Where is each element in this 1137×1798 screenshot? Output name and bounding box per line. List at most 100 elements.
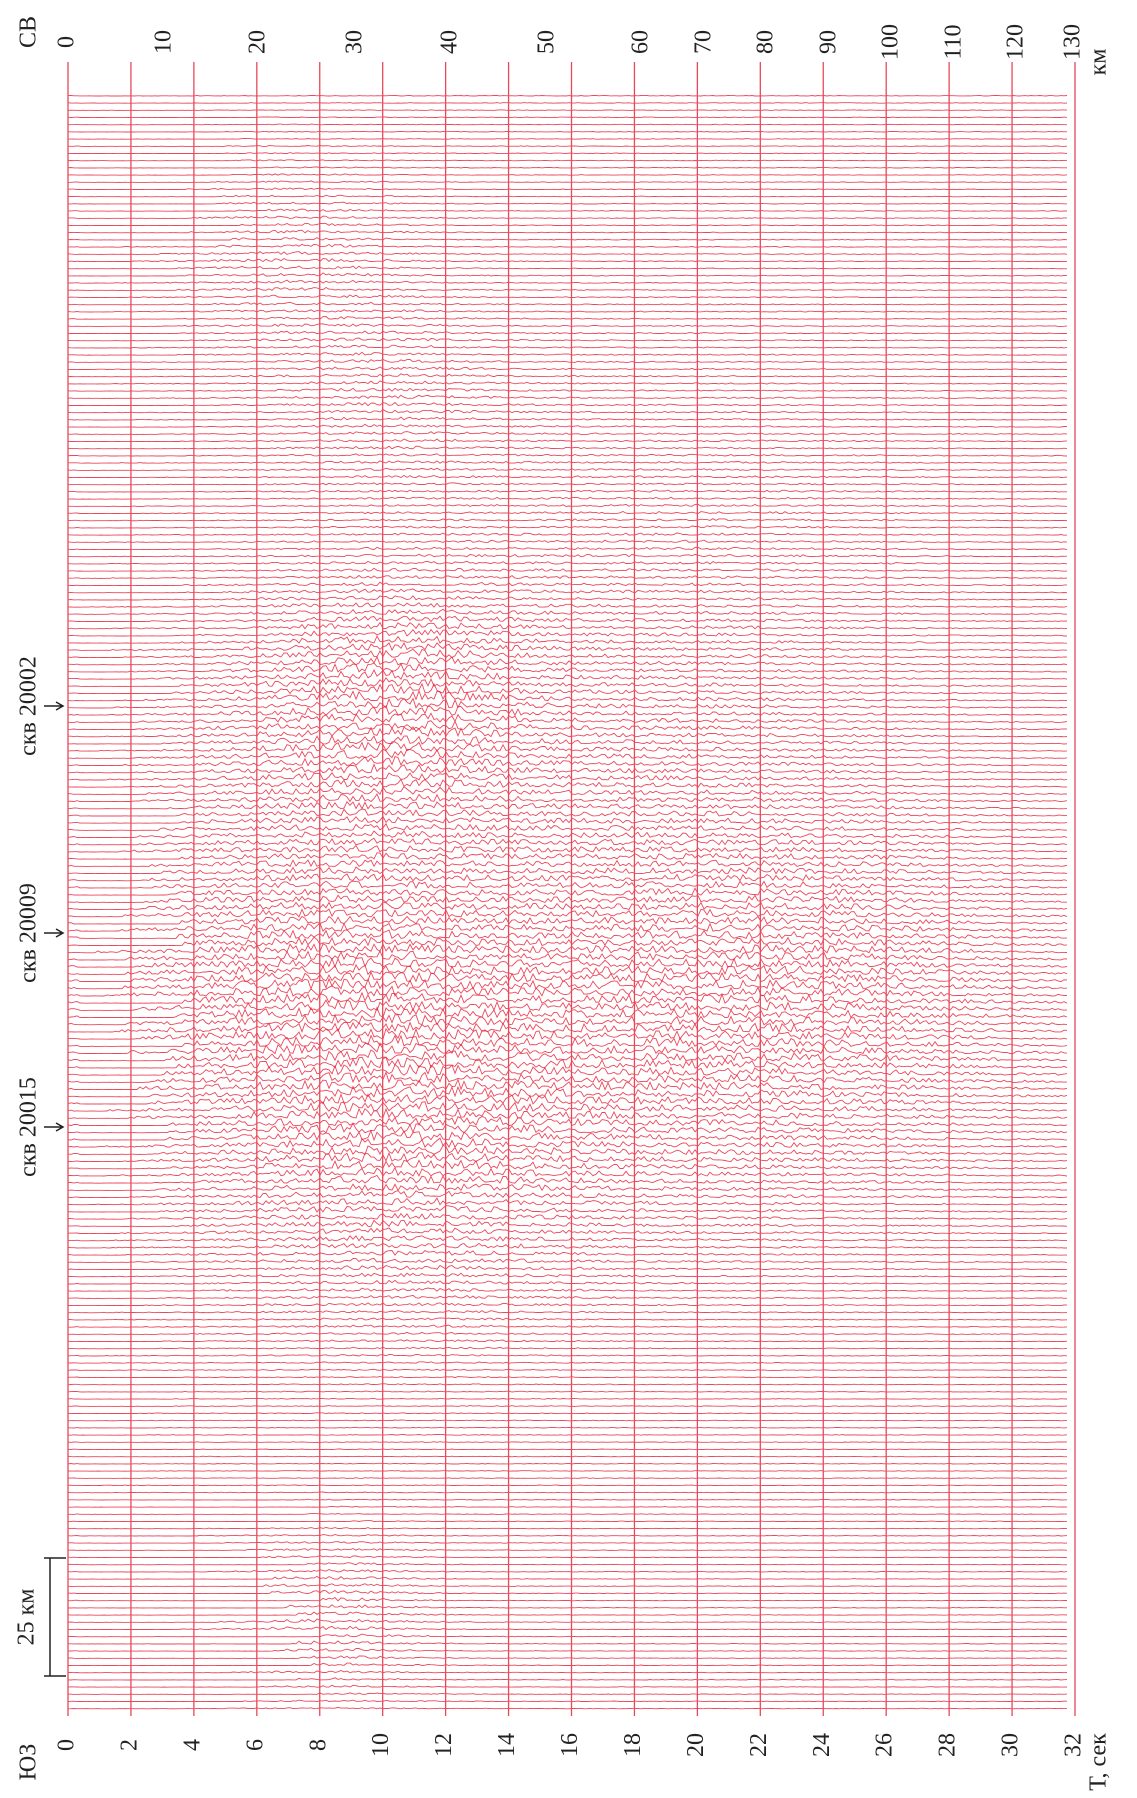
depth-tick-label: 10 bbox=[151, 30, 177, 54]
trace bbox=[68, 1324, 1068, 1328]
trace bbox=[67, 337, 1068, 342]
trace bbox=[67, 1197, 1068, 1206]
trace bbox=[67, 351, 1067, 356]
trace bbox=[67, 1412, 1068, 1415]
trace bbox=[67, 201, 1068, 205]
trace bbox=[67, 1294, 1068, 1299]
trace bbox=[67, 539, 1068, 543]
trace bbox=[67, 380, 1068, 385]
trace bbox=[67, 323, 1068, 327]
trace bbox=[67, 894, 1067, 904]
trace bbox=[67, 1107, 1068, 1120]
trace bbox=[67, 453, 1068, 457]
trace bbox=[67, 1647, 1068, 1652]
trace bbox=[67, 445, 1068, 450]
trace bbox=[67, 1078, 1068, 1091]
trace bbox=[67, 173, 1068, 176]
trace bbox=[67, 309, 1068, 313]
well-label: скв 20015 bbox=[16, 1077, 42, 1177]
trace bbox=[67, 901, 1068, 911]
time-tick-label: 30 bbox=[998, 1733, 1024, 1757]
trace bbox=[67, 138, 1068, 140]
trace bbox=[67, 808, 1068, 817]
trace bbox=[67, 496, 1068, 500]
time-tick-label: 6 bbox=[242, 1739, 268, 1751]
trace bbox=[67, 1021, 1068, 1034]
trace bbox=[67, 257, 1068, 263]
trace bbox=[67, 880, 1068, 889]
trace bbox=[67, 1242, 1067, 1249]
trace bbox=[67, 1684, 1068, 1688]
trace bbox=[67, 344, 1068, 349]
trace bbox=[67, 1455, 1068, 1458]
trace bbox=[67, 588, 1068, 594]
trace bbox=[67, 1339, 1068, 1343]
depth-tick-label: 50 bbox=[534, 30, 560, 54]
time-tick-label: 14 bbox=[494, 1733, 520, 1757]
trace bbox=[67, 581, 1068, 587]
time-axis-label: Т, сек bbox=[1086, 1733, 1112, 1791]
trace bbox=[67, 822, 1068, 832]
trace bbox=[67, 1706, 1067, 1710]
trace bbox=[67, 852, 1068, 860]
depth-tick-label: 0 bbox=[54, 36, 80, 48]
trace bbox=[67, 1448, 1068, 1451]
trace bbox=[67, 608, 1067, 615]
trace bbox=[67, 595, 1068, 601]
trace bbox=[67, 1390, 1068, 1393]
trace bbox=[67, 1174, 1068, 1185]
trace bbox=[67, 697, 1068, 709]
trace bbox=[67, 1101, 1068, 1112]
trace bbox=[67, 102, 1068, 104]
trace bbox=[67, 1190, 1068, 1199]
trace bbox=[67, 272, 1068, 277]
trace bbox=[67, 1383, 1068, 1386]
time-tick-label: 24 bbox=[809, 1733, 835, 1757]
trace bbox=[67, 1611, 1068, 1616]
trace bbox=[67, 1056, 1068, 1069]
scale-bar bbox=[44, 1557, 66, 1677]
trace bbox=[67, 474, 1068, 479]
trace bbox=[67, 942, 1068, 954]
trace bbox=[67, 237, 1068, 241]
trace bbox=[67, 373, 1067, 378]
trace bbox=[68, 1279, 1068, 1285]
trace bbox=[67, 648, 1068, 659]
trace bbox=[67, 109, 1068, 111]
trace bbox=[67, 677, 1068, 687]
trace bbox=[67, 560, 1068, 565]
trace bbox=[67, 1354, 1068, 1357]
trace bbox=[67, 922, 1068, 933]
well-label: скв 20002 bbox=[16, 656, 42, 756]
trace bbox=[67, 1368, 1068, 1371]
trace bbox=[67, 166, 1067, 169]
trace bbox=[67, 1122, 1068, 1134]
trace bbox=[67, 726, 1068, 738]
trace bbox=[67, 1640, 1068, 1645]
trace bbox=[67, 1129, 1068, 1142]
trace bbox=[67, 866, 1068, 875]
trace bbox=[67, 1462, 1068, 1465]
trace bbox=[67, 1049, 1068, 1062]
trace bbox=[67, 1346, 1068, 1350]
trace bbox=[67, 489, 1067, 493]
trace bbox=[67, 1692, 1068, 1695]
depth-tick-label: 120 bbox=[1003, 24, 1029, 60]
trace bbox=[67, 1302, 1068, 1307]
trace bbox=[67, 655, 1068, 666]
trace bbox=[67, 615, 1068, 623]
trace bbox=[67, 786, 1068, 796]
trace bbox=[67, 915, 1068, 925]
trace bbox=[67, 460, 1067, 464]
time-tick-label: 2 bbox=[116, 1739, 142, 1751]
time-tick-label: 18 bbox=[620, 1733, 646, 1757]
time-tick-label: 20 bbox=[683, 1733, 709, 1757]
trace bbox=[67, 1376, 1068, 1379]
trace bbox=[67, 662, 1068, 673]
trace bbox=[67, 1287, 1068, 1292]
trace bbox=[67, 1625, 1068, 1631]
trace bbox=[67, 1491, 1068, 1494]
trace bbox=[67, 635, 1068, 644]
trace bbox=[67, 1264, 1068, 1271]
depth-tick-label: 110 bbox=[941, 24, 967, 59]
